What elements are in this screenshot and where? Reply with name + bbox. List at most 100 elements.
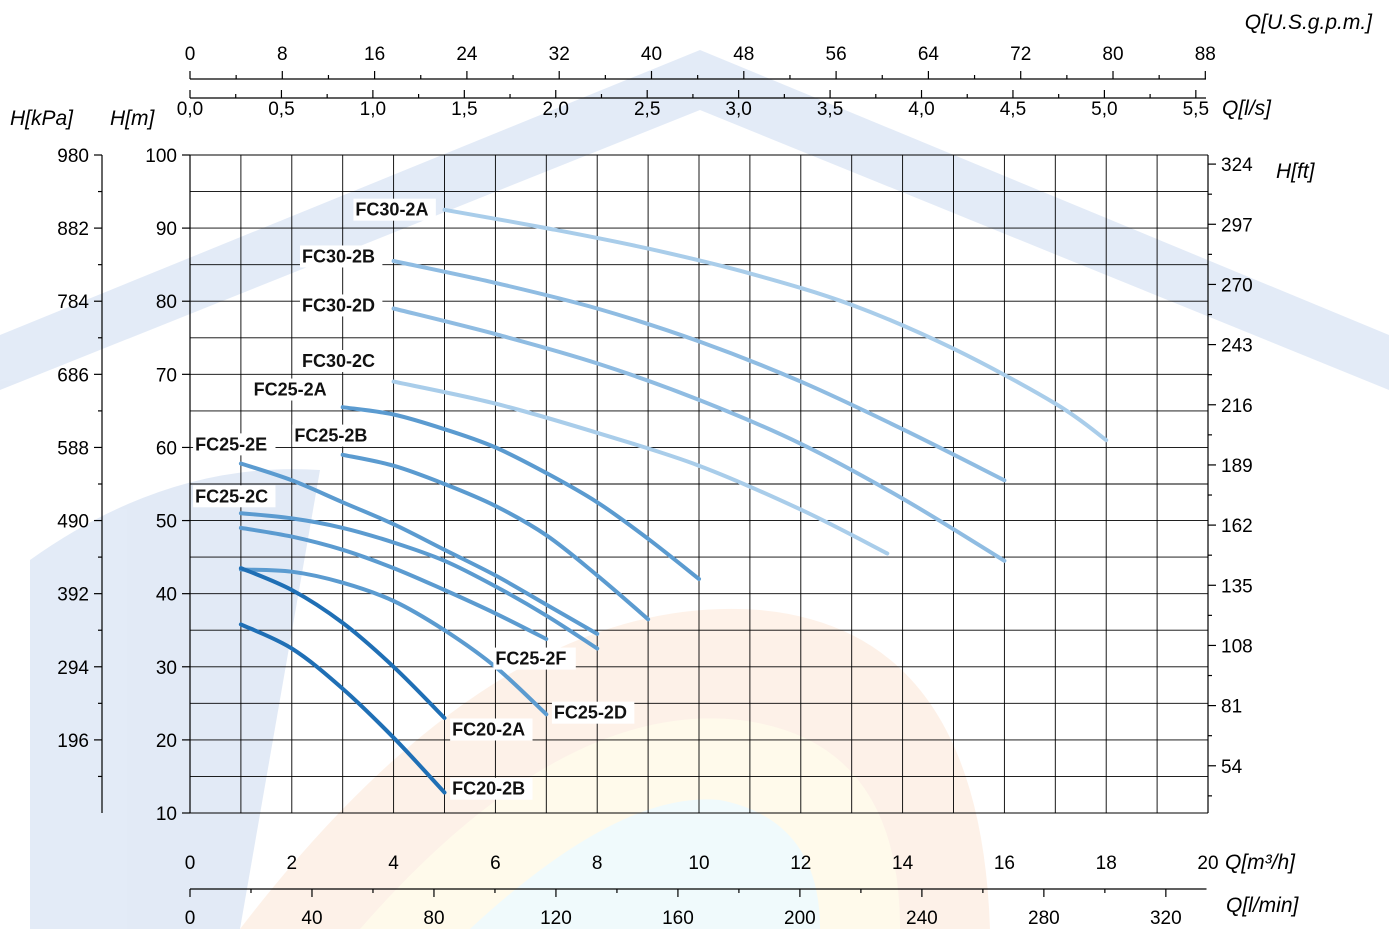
- curve-label-fc20-2a: FC20-2A: [452, 720, 525, 740]
- m-tick-label: 30: [156, 658, 177, 679]
- gpm-tick-label: 0: [185, 44, 196, 65]
- curve-fc25-2f: [238, 525, 549, 641]
- curve-label-fc30-2d: FC30-2D: [302, 295, 375, 315]
- label-bg: [251, 378, 335, 401]
- gpm-tick-label: 48: [733, 44, 754, 65]
- gpm-tick-label: 80: [1102, 44, 1123, 65]
- label-bg: [450, 777, 533, 800]
- curve-fc25-2e: [238, 461, 600, 636]
- gpm-tick-label: 56: [826, 44, 847, 65]
- curve-fc20-2b: [238, 622, 447, 795]
- m3h-tick-label: 16: [994, 853, 1015, 874]
- ls-tick-label: 5,0: [1091, 99, 1117, 120]
- curve-label-fc25-2f: FC25-2F: [495, 649, 566, 669]
- ft-tick-label: 270: [1221, 275, 1253, 296]
- ls-tick-label: 4,0: [908, 99, 934, 120]
- m-tick-label: 40: [156, 585, 177, 606]
- m3h-tick-label: 0: [185, 853, 196, 874]
- lmin-tick-label: 40: [301, 908, 322, 929]
- curve-fc30-2b: [391, 259, 1007, 483]
- ft-tick-label: 108: [1221, 636, 1253, 657]
- label-bg: [193, 485, 276, 508]
- curve-labels: FC30-2A FC30-2B FC30-2D FC30-2C FC25-2A FC25-…: [193, 198, 635, 800]
- label-group: FC20-2B: [450, 777, 533, 800]
- label-bg: [292, 424, 375, 447]
- m3h-tick-label: 4: [388, 853, 399, 874]
- ls-tick-label: 2,0: [543, 99, 569, 120]
- kpa-tick-label: 392: [57, 585, 89, 606]
- m3h-tick-label: 2: [287, 853, 298, 874]
- label-bg: [299, 245, 383, 268]
- ls-axis-title: Q[l/s]: [1222, 97, 1272, 120]
- label-group: FC30-2D: [299, 294, 383, 317]
- lmin-tick-label: 120: [540, 908, 572, 929]
- label-group: FC30-2B: [299, 245, 383, 268]
- curve-fc25-2c: [238, 511, 600, 651]
- curve-fc30-2a: [442, 207, 1109, 443]
- label-group: FC25-2F: [493, 647, 576, 670]
- label-group: FC30-2A: [353, 198, 436, 221]
- ls-tick-label: 0,0: [177, 99, 203, 120]
- kpa-tick-label: 882: [57, 219, 89, 240]
- label-bg: [493, 647, 576, 670]
- label-group: FC25-2D: [551, 701, 635, 724]
- gpm-tick-label: 64: [918, 44, 940, 65]
- ls-tick-label: 3,5: [817, 99, 843, 120]
- ls-tick-label: 3,0: [725, 99, 751, 120]
- kpa-tick-label: 980: [57, 146, 89, 167]
- label-bg: [450, 718, 533, 741]
- ft-tick-label: 135: [1221, 576, 1253, 597]
- m3h-tick-label: 12: [790, 853, 811, 874]
- curve-fc25-2a: [340, 405, 701, 581]
- ls-tick-label: 5,5: [1183, 99, 1209, 120]
- ft-tick-label: 243: [1221, 336, 1253, 357]
- ft-tick-label: 324: [1221, 155, 1253, 176]
- lmin-tick-label: 0: [185, 908, 196, 929]
- curve-fc30-2d: [391, 306, 1007, 563]
- kpa-tick-label: 784: [57, 292, 89, 313]
- m-tick-label: 20: [156, 731, 177, 752]
- curve-label-fc30-2c: FC30-2C: [302, 351, 375, 371]
- kpa-tick-label: 294: [57, 658, 89, 679]
- kpa-tick-label: 490: [57, 512, 89, 533]
- ft-tick-label: 81: [1221, 697, 1242, 718]
- curve-label-fc25-2e: FC25-2E: [195, 434, 267, 454]
- label-group: FC25-2B: [292, 424, 375, 447]
- lmin-tick-label: 200: [784, 908, 816, 929]
- kpa-tick-label: 686: [57, 365, 89, 386]
- label-group: FC20-2A: [450, 718, 533, 741]
- ls-tick-label: 1,0: [360, 99, 386, 120]
- m3h-axis-title: Q[m³/h]: [1225, 851, 1296, 874]
- m3h-tick-label: 20: [1197, 853, 1218, 874]
- label-group: FC25-2A: [251, 378, 335, 401]
- lmin-tick-label: 280: [1028, 908, 1060, 929]
- lmin-axis-title: Q[l/min]: [1226, 894, 1300, 917]
- curve-label-fc25-2d: FC25-2D: [554, 703, 627, 723]
- m-tick-label: 100: [145, 146, 177, 167]
- pump-curves: [238, 207, 1109, 795]
- ft-axis-title: H[ft]: [1276, 160, 1316, 183]
- label-group: FC30-2C: [299, 350, 383, 373]
- label-bg: [551, 701, 635, 724]
- ls-tick-label: 1,5: [451, 99, 477, 120]
- m-tick-label: 80: [156, 292, 177, 313]
- kpa-tick-label: 196: [57, 731, 89, 752]
- gpm-tick-label: 8: [277, 44, 288, 65]
- curve-fc30-2c: [391, 379, 890, 556]
- m3h-tick-label: 10: [688, 853, 709, 874]
- m3h-tick-label: 14: [892, 853, 914, 874]
- ft-tick-label: 54: [1221, 757, 1243, 778]
- label-bg: [299, 350, 383, 373]
- curve-label-fc25-2c: FC25-2C: [195, 486, 268, 506]
- label-bg: [193, 433, 276, 456]
- label-bg: [353, 198, 436, 221]
- m-axis-title: H[m]: [110, 107, 155, 130]
- gpm-tick-label: 72: [1010, 44, 1031, 65]
- m-tick-label: 90: [156, 219, 177, 240]
- gpm-tick-label: 16: [364, 44, 385, 65]
- ft-tick-label: 189: [1221, 456, 1253, 477]
- curve-fc20-2a: [238, 566, 447, 720]
- ft-tick-label: 216: [1221, 396, 1253, 417]
- kpa-axis-title: H[kPa]: [10, 107, 74, 130]
